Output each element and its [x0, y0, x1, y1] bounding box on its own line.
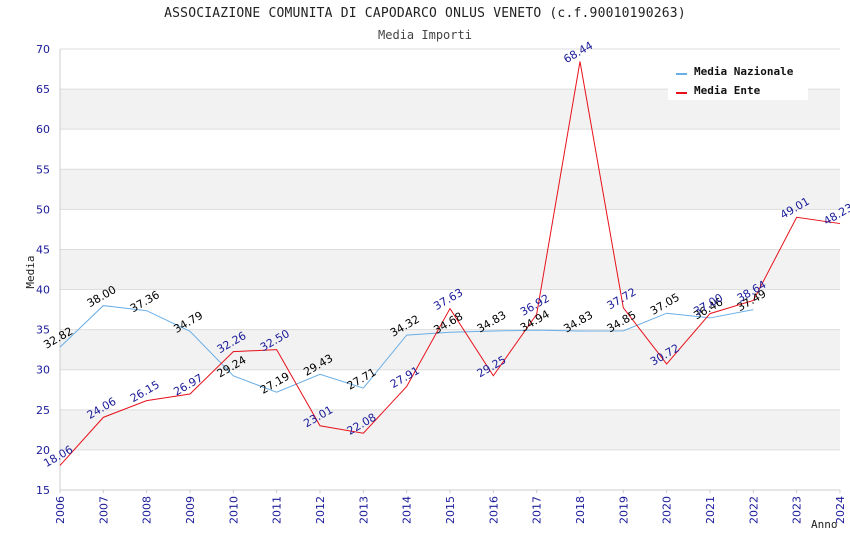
x-tick-label: 2020 [661, 496, 674, 524]
y-axis-ticks: 15 20 25 30 35 40 45 50 55 60 65 70 [36, 43, 50, 497]
x-tick-label: 2011 [271, 496, 284, 524]
y-axis-label: Media [24, 255, 37, 288]
x-tick-label: 2023 [791, 496, 804, 524]
chart-title: ASSOCIAZIONE COMUNITA DI CAPODARCO ONLUS… [164, 6, 686, 21]
legend: Media Nazionale Media Ente [668, 60, 808, 100]
y-tick-label: 45 [36, 243, 50, 256]
y-tick-label: 20 [36, 444, 50, 457]
data-label-nazionale: 27.19 [258, 370, 292, 397]
grid-band [60, 249, 840, 290]
x-tick-label: 2019 [617, 496, 630, 524]
grid-band [60, 329, 840, 370]
x-axis-label: Anno [811, 518, 838, 531]
legend-label: Media Ente [694, 84, 761, 97]
series-lines [59, 61, 841, 466]
y-tick-label: 65 [36, 83, 50, 96]
y-tick-label: 30 [36, 364, 50, 377]
series-line-media-nazionale [59, 305, 754, 393]
y-tick-label: 25 [36, 404, 50, 417]
x-tick-label: 2010 [227, 496, 240, 524]
x-tick-label: 2021 [704, 496, 717, 524]
y-tick-label: 55 [36, 163, 50, 176]
y-tick-label: 35 [36, 324, 50, 337]
x-tick-label: 2024 [834, 496, 847, 524]
y-tick-label: 40 [36, 284, 50, 297]
data-label-nazionale: 37.36 [128, 288, 162, 315]
data-label-ente: 37.63 [431, 286, 465, 313]
grid-lines [60, 48, 840, 491]
x-axis-ticks: 2006 2007 2008 2009 2010 2011 2012 2013 2014 2015… [54, 490, 847, 524]
x-tick-label: 2009 [184, 496, 197, 524]
y-tick-label: 60 [36, 123, 50, 136]
grid-band [60, 169, 840, 210]
data-label-ente: 68.44 [561, 39, 595, 66]
y-tick-label: 15 [36, 484, 50, 497]
legend-box [668, 60, 808, 100]
y-tick-label: 50 [36, 203, 50, 216]
x-tick-label: 2007 [97, 496, 110, 524]
x-tick-label: 2022 [747, 496, 760, 524]
series-line-media-ente [59, 61, 841, 466]
x-tick-label: 2017 [531, 496, 544, 524]
x-tick-label: 2013 [357, 496, 370, 524]
x-tick-label: 2014 [401, 496, 414, 524]
x-tick-label: 2015 [444, 496, 457, 524]
x-tick-label: 2012 [314, 496, 327, 524]
grid-band [60, 409, 840, 450]
x-tick-label: 2006 [54, 496, 67, 524]
chart-subtitle: Media Importi [378, 28, 472, 42]
y-tick-label: 70 [36, 43, 50, 56]
x-tick-label: 2018 [574, 496, 587, 524]
x-tick-label: 2016 [487, 496, 500, 524]
x-tick-label: 2008 [141, 496, 154, 524]
legend-label: Media Nazionale [694, 65, 794, 78]
